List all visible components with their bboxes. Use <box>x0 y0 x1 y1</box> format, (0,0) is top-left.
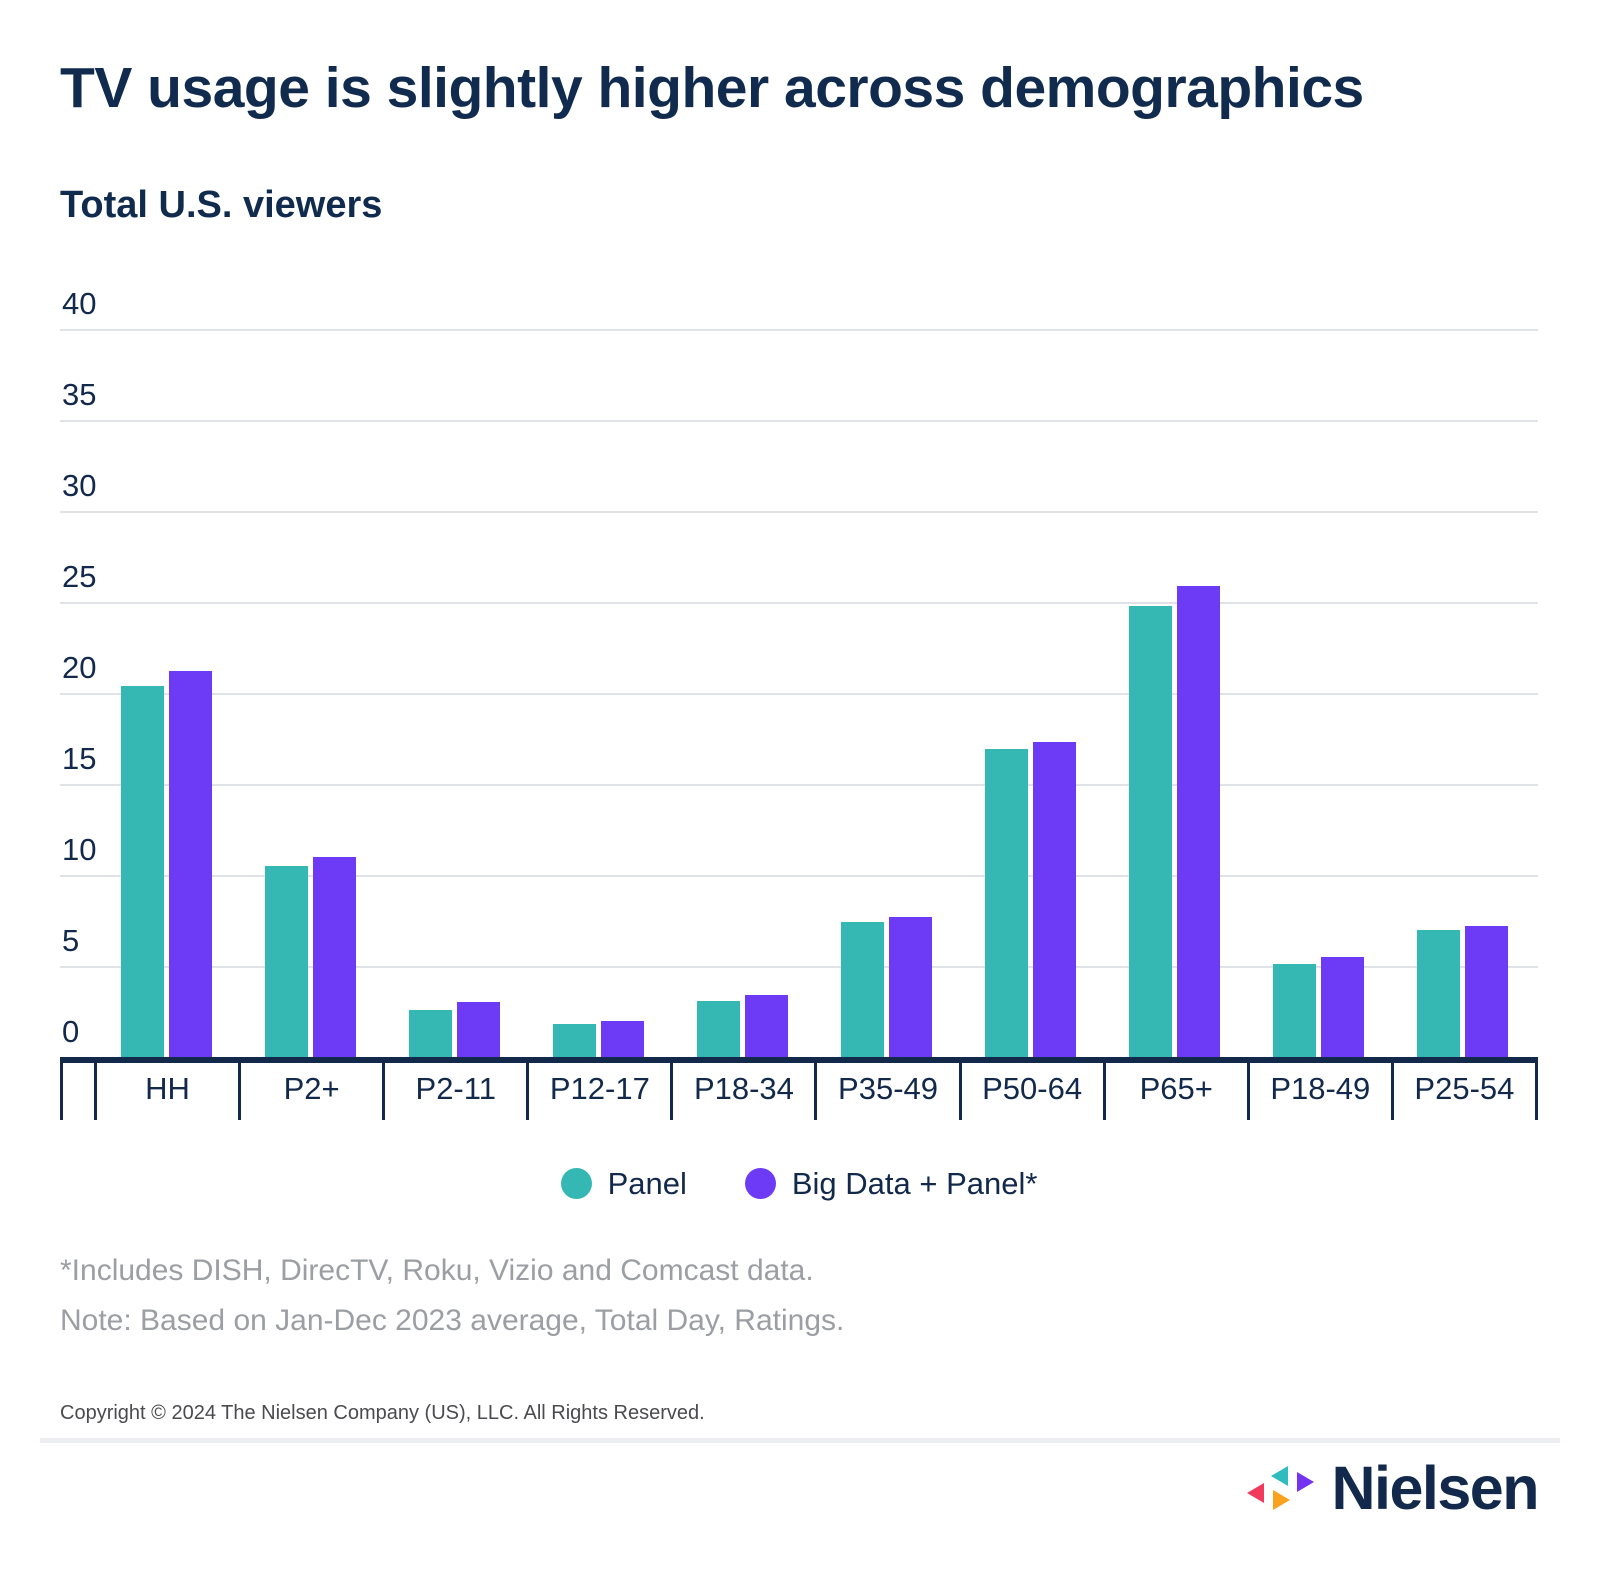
x-tick-label-p2+: P2+ <box>238 1062 382 1120</box>
gridline-30 <box>60 510 1538 513</box>
gridline-15 <box>60 783 1538 786</box>
x-tick-label-p12-17: P12-17 <box>526 1062 670 1120</box>
logo-triangle-pink-icon <box>1246 1482 1264 1503</box>
bar-p50-64-panel <box>985 748 1029 1057</box>
bar-p2+-big-data-panel <box>312 856 356 1057</box>
x-tick-label-p35-49: P35-49 <box>814 1062 958 1120</box>
bar-hh-panel <box>120 685 164 1057</box>
bar-p12-17-panel <box>552 1023 596 1057</box>
bar-p50-64-big-data-panel <box>1033 741 1077 1057</box>
y-tick-label-10: 10 <box>62 831 97 867</box>
gridline-5 <box>60 965 1538 968</box>
bar-p2+-panel <box>264 865 308 1057</box>
bar-group-p50-64 <box>959 741 1103 1057</box>
chart-title: TV usage is slightly higher across demog… <box>60 56 1364 120</box>
y-tick-label-35: 35 <box>62 376 97 412</box>
legend-swatch-icon <box>744 1168 776 1200</box>
bar-p12-17-big-data-panel <box>600 1020 644 1057</box>
bar-p18-34-big-data-panel <box>744 994 788 1057</box>
x-axis-stub <box>60 1062 94 1120</box>
bar-p18-34-panel <box>696 1000 740 1057</box>
bar-p2-11-big-data-panel <box>456 1001 500 1057</box>
nielsen-wordmark: Nielsen <box>1331 1453 1540 1522</box>
y-tick-label-40: 40 <box>62 285 97 321</box>
bar-p2-11-panel <box>408 1009 452 1057</box>
y-tick-label-0: 0 <box>62 1013 80 1049</box>
bar-chart: 0 5 10 15 20 25 30 35 40 HH P2+ P2-11 P12-17 P18-34 P… <box>60 288 1538 1120</box>
bar-p35-49-big-data-panel <box>889 916 933 1057</box>
bar-p65+-panel <box>1129 605 1173 1057</box>
plot-area: 0 5 10 15 20 25 30 35 40 <box>60 288 1538 1063</box>
copyright-text: Copyright © 2024 The Nielsen Company (US… <box>60 1401 705 1424</box>
x-tick-label-p25-54: P25-54 <box>1390 1062 1535 1120</box>
page: TV usage is slightly higher across demog… <box>0 56 1600 1588</box>
bar-p18-49-big-data-panel <box>1321 956 1365 1057</box>
x-tick-label-p65+: P65+ <box>1102 1062 1247 1120</box>
bar-group-p12-17 <box>526 1020 670 1057</box>
legend: Panel Big Data + Panel* <box>60 1166 1538 1202</box>
gridline-25 <box>60 601 1538 604</box>
logo-triangle-orange-icon <box>1272 1489 1290 1510</box>
nielsen-logo-mark-icon <box>1243 1459 1319 1517</box>
nielsen-logo: Nielsen <box>1243 1453 1539 1523</box>
bar-group-p2-11 <box>382 1001 526 1057</box>
bar-p25-54-panel <box>1417 929 1461 1057</box>
gridline-20 <box>60 692 1538 695</box>
legend-item-panel: Panel <box>560 1165 687 1202</box>
x-axis: HH P2+ P2-11 P12-17 P18-34 P35-49 P50-64 P65+ P1… <box>60 1062 1538 1120</box>
gridline-35 <box>60 419 1538 422</box>
footer-logo-row: Nielsen <box>0 1453 1600 1523</box>
logo-triangle-teal-icon <box>1270 1465 1288 1486</box>
bar-group-p25-54 <box>1391 925 1535 1057</box>
bar-group-p65+ <box>1103 585 1247 1057</box>
gridline-10 <box>60 874 1538 877</box>
bar-group-p18-34 <box>670 994 814 1057</box>
y-tick-label-15: 15 <box>62 740 97 776</box>
x-tick-label-p50-64: P50-64 <box>958 1062 1103 1120</box>
gridline-40 <box>60 328 1538 331</box>
x-tick-label-p18-49: P18-49 <box>1246 1062 1391 1120</box>
logo-triangle-purple-icon <box>1296 1471 1314 1492</box>
bar-group-hh <box>94 670 238 1057</box>
footer-divider <box>40 1437 1560 1443</box>
x-tick-label-hh: HH <box>94 1062 238 1120</box>
x-tick-label-p18-34: P18-34 <box>670 1062 814 1120</box>
chart-subtitle: Total U.S. viewers <box>60 183 383 226</box>
legend-label: Panel <box>607 1165 687 1201</box>
y-tick-label-5: 5 <box>62 922 80 958</box>
y-tick-label-20: 20 <box>62 649 97 685</box>
legend-item-big-data-panel: Big Data + Panel* <box>744 1165 1038 1202</box>
x-tick-label-p2-11: P2-11 <box>382 1062 526 1120</box>
bar-group-p35-49 <box>814 916 958 1057</box>
footnotes: *Includes DISH, DirecTV, Roku, Vizio and… <box>60 1246 1540 1346</box>
footnote-note: Note: Based on Jan-Dec 2023 average, Tot… <box>60 1303 845 1337</box>
bar-group-p2+ <box>238 856 382 1057</box>
bar-p25-54-big-data-panel <box>1465 925 1509 1057</box>
y-tick-label-25: 25 <box>62 558 97 594</box>
bar-hh-big-data-panel <box>168 670 212 1057</box>
bar-p18-49-panel <box>1273 963 1317 1057</box>
bar-p35-49-panel <box>841 921 885 1057</box>
bar-p65+-big-data-panel <box>1177 585 1221 1057</box>
legend-label: Big Data + Panel* <box>791 1165 1038 1201</box>
bar-groups <box>94 329 1535 1057</box>
footnote-sources: *Includes DISH, DirecTV, Roku, Vizio and… <box>60 1253 814 1287</box>
y-tick-label-30: 30 <box>62 467 97 503</box>
bar-group-p18-49 <box>1247 956 1391 1057</box>
legend-swatch-icon <box>560 1168 592 1200</box>
